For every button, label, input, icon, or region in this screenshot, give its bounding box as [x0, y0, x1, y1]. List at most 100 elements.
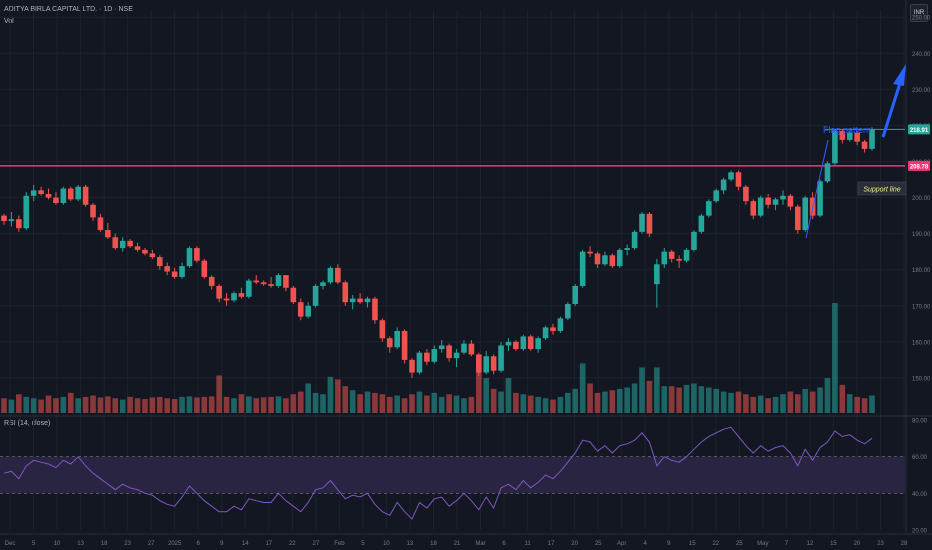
volume-bar — [208, 396, 215, 413]
volume-bar — [861, 398, 868, 413]
volume-bar — [16, 394, 22, 413]
volume-bar — [119, 399, 126, 413]
volume-bar — [112, 398, 119, 413]
x-tick-label: 18 — [101, 541, 108, 547]
volume-bar — [624, 387, 630, 413]
candle-body — [787, 195, 794, 207]
volume-bar — [105, 396, 111, 413]
volume-bar — [320, 394, 326, 413]
candle-body — [854, 132, 860, 142]
target-arrow-head — [893, 64, 906, 86]
volume-bar — [312, 392, 319, 413]
candle-body — [513, 341, 519, 350]
candle-body — [216, 285, 222, 299]
candle-body — [60, 188, 67, 203]
volume-bar — [728, 392, 734, 413]
candle-body — [817, 181, 823, 216]
x-tick-label: 15 — [689, 541, 696, 547]
volume-bar — [156, 396, 163, 413]
volume-bar — [186, 396, 193, 413]
volume-bar — [676, 387, 682, 413]
volume-bar — [809, 391, 816, 413]
candle-body — [97, 217, 104, 231]
level-price-label: 218.91 — [910, 128, 929, 134]
candle-body — [75, 186, 81, 200]
volume-bar — [757, 395, 764, 413]
candle-body — [45, 193, 52, 198]
currency-button[interactable]: INR — [910, 4, 928, 22]
volume-bar — [297, 391, 304, 413]
candle-body — [446, 345, 452, 359]
candle-body — [587, 251, 593, 254]
volume-bar — [446, 394, 452, 413]
candle-body — [16, 219, 22, 229]
x-tick-label: 9 — [667, 541, 671, 547]
volume-bar — [846, 394, 853, 413]
volume-bar — [498, 391, 504, 413]
candle-body — [30, 190, 37, 196]
volume-bar — [572, 388, 579, 413]
volume-label: Vol — [4, 18, 14, 25]
x-tick-label: 28 — [901, 541, 908, 547]
price-tick-label: 170.00 — [912, 304, 931, 310]
volume-bar — [401, 398, 408, 413]
candle-body — [320, 282, 326, 286]
volume-bar — [765, 398, 771, 413]
candle-body — [869, 129, 875, 149]
rsi-tick-label: 60.00 — [912, 455, 928, 461]
candle-body — [602, 255, 608, 265]
candle-body — [579, 251, 586, 286]
x-tick-label: 13 — [77, 541, 84, 547]
candle-body — [23, 195, 30, 229]
candle-body — [312, 285, 319, 306]
candle-body — [253, 280, 260, 283]
volume-bar — [75, 398, 81, 413]
price-tick-label: 180.00 — [912, 268, 931, 274]
volume-bar — [327, 376, 334, 413]
x-tick-label: 23 — [877, 541, 884, 547]
candle-body — [53, 197, 59, 203]
x-tick-label: Feb — [334, 541, 345, 547]
x-tick-label: Apr — [617, 541, 626, 547]
candle-body — [550, 327, 556, 332]
flag-pattern-label: Flag pattern — [823, 125, 871, 135]
volume-bar — [438, 396, 445, 413]
volume-bar — [824, 378, 831, 413]
price-tick-label: 150.00 — [912, 376, 931, 382]
target-arrow-line — [881, 79, 903, 138]
candle-body — [668, 251, 675, 259]
x-tick-label: 15 — [830, 541, 837, 547]
volume-bar — [505, 378, 512, 413]
volume-bar — [817, 387, 823, 413]
x-tick-label: 22 — [712, 541, 719, 547]
candle-body — [201, 260, 208, 277]
candle-body — [238, 293, 245, 297]
x-tick-label: 5 — [32, 541, 36, 547]
candle-body — [772, 199, 779, 205]
volume-bar — [579, 363, 586, 413]
candle-body — [149, 253, 156, 258]
x-tick-label: 2025 — [168, 541, 182, 547]
volume-bar — [616, 388, 623, 413]
volume-bar — [453, 395, 460, 413]
x-tick-label: 23 — [124, 541, 131, 547]
candle-body — [624, 248, 630, 250]
candle-body — [179, 266, 185, 277]
volume-bar — [557, 396, 564, 413]
volume-bar — [201, 396, 208, 413]
candle-body — [394, 331, 400, 348]
volume-bar — [535, 396, 541, 413]
candle-body — [802, 197, 809, 231]
candle-body — [1, 215, 7, 222]
volume-bar — [461, 398, 467, 413]
volume-bar — [720, 391, 727, 413]
candle-body — [698, 215, 705, 232]
candle-body — [713, 190, 720, 202]
x-tick-label: 6 — [197, 541, 201, 547]
volume-bar — [550, 399, 556, 413]
candle-body — [639, 213, 645, 232]
volume-bar — [698, 386, 705, 413]
volume-bar — [542, 398, 549, 413]
volume-bar — [349, 390, 356, 413]
